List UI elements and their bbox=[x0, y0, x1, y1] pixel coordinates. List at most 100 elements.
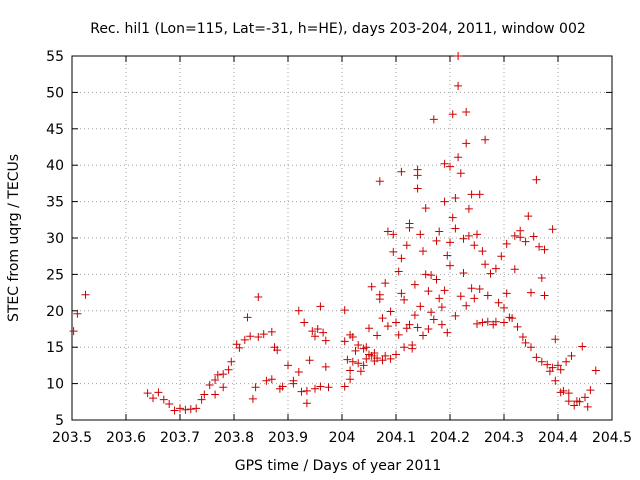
data-point bbox=[437, 320, 446, 329]
data-point bbox=[440, 159, 449, 168]
data-point bbox=[427, 308, 436, 317]
data-point bbox=[321, 362, 330, 371]
data-point bbox=[316, 382, 325, 391]
x-tick-label: 203.9 bbox=[268, 430, 308, 446]
data-point bbox=[300, 318, 309, 327]
data-point bbox=[324, 383, 333, 392]
data-point bbox=[521, 237, 530, 246]
data-point bbox=[219, 383, 228, 392]
data-point bbox=[354, 359, 363, 368]
data-point bbox=[205, 381, 214, 390]
data-point bbox=[251, 383, 260, 392]
data-point bbox=[392, 350, 400, 359]
data-point bbox=[410, 280, 419, 289]
data-point bbox=[451, 311, 460, 320]
data-point bbox=[394, 267, 403, 276]
data-point bbox=[176, 404, 184, 413]
data-point bbox=[432, 275, 441, 284]
data-point bbox=[470, 294, 479, 303]
data-points bbox=[69, 52, 600, 415]
grid-lines bbox=[72, 56, 612, 420]
x-tick-label: 204.3 bbox=[484, 430, 524, 446]
data-point bbox=[192, 404, 201, 413]
data-point bbox=[408, 344, 417, 353]
data-point bbox=[478, 318, 487, 327]
data-point bbox=[524, 212, 533, 221]
data-point bbox=[294, 306, 303, 315]
data-point bbox=[497, 252, 506, 261]
x-tick-label: 203.7 bbox=[160, 430, 200, 446]
y-tick-label: 45 bbox=[46, 122, 64, 138]
data-point bbox=[470, 241, 479, 250]
chart-title: Rec. hil1 (Lon=115, Lat=-31, h=HE), days… bbox=[90, 21, 586, 37]
data-point bbox=[527, 343, 535, 352]
data-point bbox=[181, 405, 190, 414]
data-point bbox=[378, 356, 387, 365]
data-point bbox=[427, 271, 436, 280]
data-point bbox=[354, 341, 363, 350]
data-point bbox=[559, 386, 568, 395]
data-point bbox=[440, 197, 449, 206]
data-point bbox=[419, 331, 427, 340]
data-point bbox=[254, 333, 263, 342]
data-point bbox=[381, 279, 390, 288]
data-point bbox=[348, 333, 357, 342]
x-axis-label: GPS time / Days of year 2011 bbox=[235, 458, 442, 474]
data-point bbox=[481, 135, 490, 144]
data-point bbox=[186, 405, 195, 414]
data-point bbox=[305, 356, 314, 365]
data-point bbox=[235, 343, 244, 352]
data-point bbox=[200, 390, 209, 399]
x-tick-label: 203.8 bbox=[214, 430, 254, 446]
data-point bbox=[535, 242, 544, 251]
axis-ticks: 203.5 203.6 203.7 203.8 203.9 204 204.1 204.2 20… bbox=[46, 49, 632, 446]
data-point bbox=[481, 260, 490, 269]
data-point bbox=[467, 284, 476, 293]
data-point bbox=[486, 269, 495, 278]
data-point bbox=[224, 365, 233, 374]
y-tick-label: 40 bbox=[46, 158, 64, 174]
data-point bbox=[386, 354, 395, 363]
data-point bbox=[475, 190, 484, 199]
data-point bbox=[591, 366, 600, 375]
data-point bbox=[502, 289, 511, 298]
data-point bbox=[578, 342, 587, 351]
data-point bbox=[400, 343, 409, 352]
data-point bbox=[267, 375, 276, 384]
data-point bbox=[273, 346, 282, 355]
data-point bbox=[219, 370, 228, 379]
data-point bbox=[473, 230, 481, 239]
data-point bbox=[543, 360, 552, 369]
data-point bbox=[165, 399, 174, 408]
data-point bbox=[413, 184, 422, 193]
data-point bbox=[456, 292, 465, 301]
data-point bbox=[262, 376, 271, 385]
data-point bbox=[386, 307, 395, 316]
data-point bbox=[311, 332, 319, 341]
data-point bbox=[319, 328, 328, 337]
x-tick-label: 204.4 bbox=[538, 430, 578, 446]
y-axis-label: STEC from uqrg / TECUs bbox=[6, 154, 22, 322]
data-point bbox=[508, 314, 517, 323]
x-tick-label: 204.2 bbox=[430, 430, 470, 446]
data-point bbox=[564, 397, 573, 406]
data-point bbox=[502, 239, 511, 248]
data-point bbox=[551, 335, 560, 344]
data-point bbox=[81, 290, 90, 299]
data-point bbox=[483, 317, 492, 326]
data-point bbox=[410, 311, 419, 320]
data-point bbox=[421, 270, 430, 279]
data-point bbox=[570, 401, 579, 410]
data-point bbox=[454, 52, 463, 60]
data-point bbox=[351, 346, 360, 355]
data-point bbox=[424, 287, 433, 296]
y-tick-label: 30 bbox=[46, 231, 64, 247]
data-point bbox=[375, 177, 384, 186]
data-point bbox=[464, 204, 473, 213]
data-point bbox=[446, 261, 454, 270]
data-point bbox=[383, 227, 392, 236]
data-point bbox=[340, 337, 349, 346]
data-point bbox=[259, 330, 268, 339]
data-point bbox=[248, 394, 257, 403]
data-point bbox=[365, 324, 373, 333]
